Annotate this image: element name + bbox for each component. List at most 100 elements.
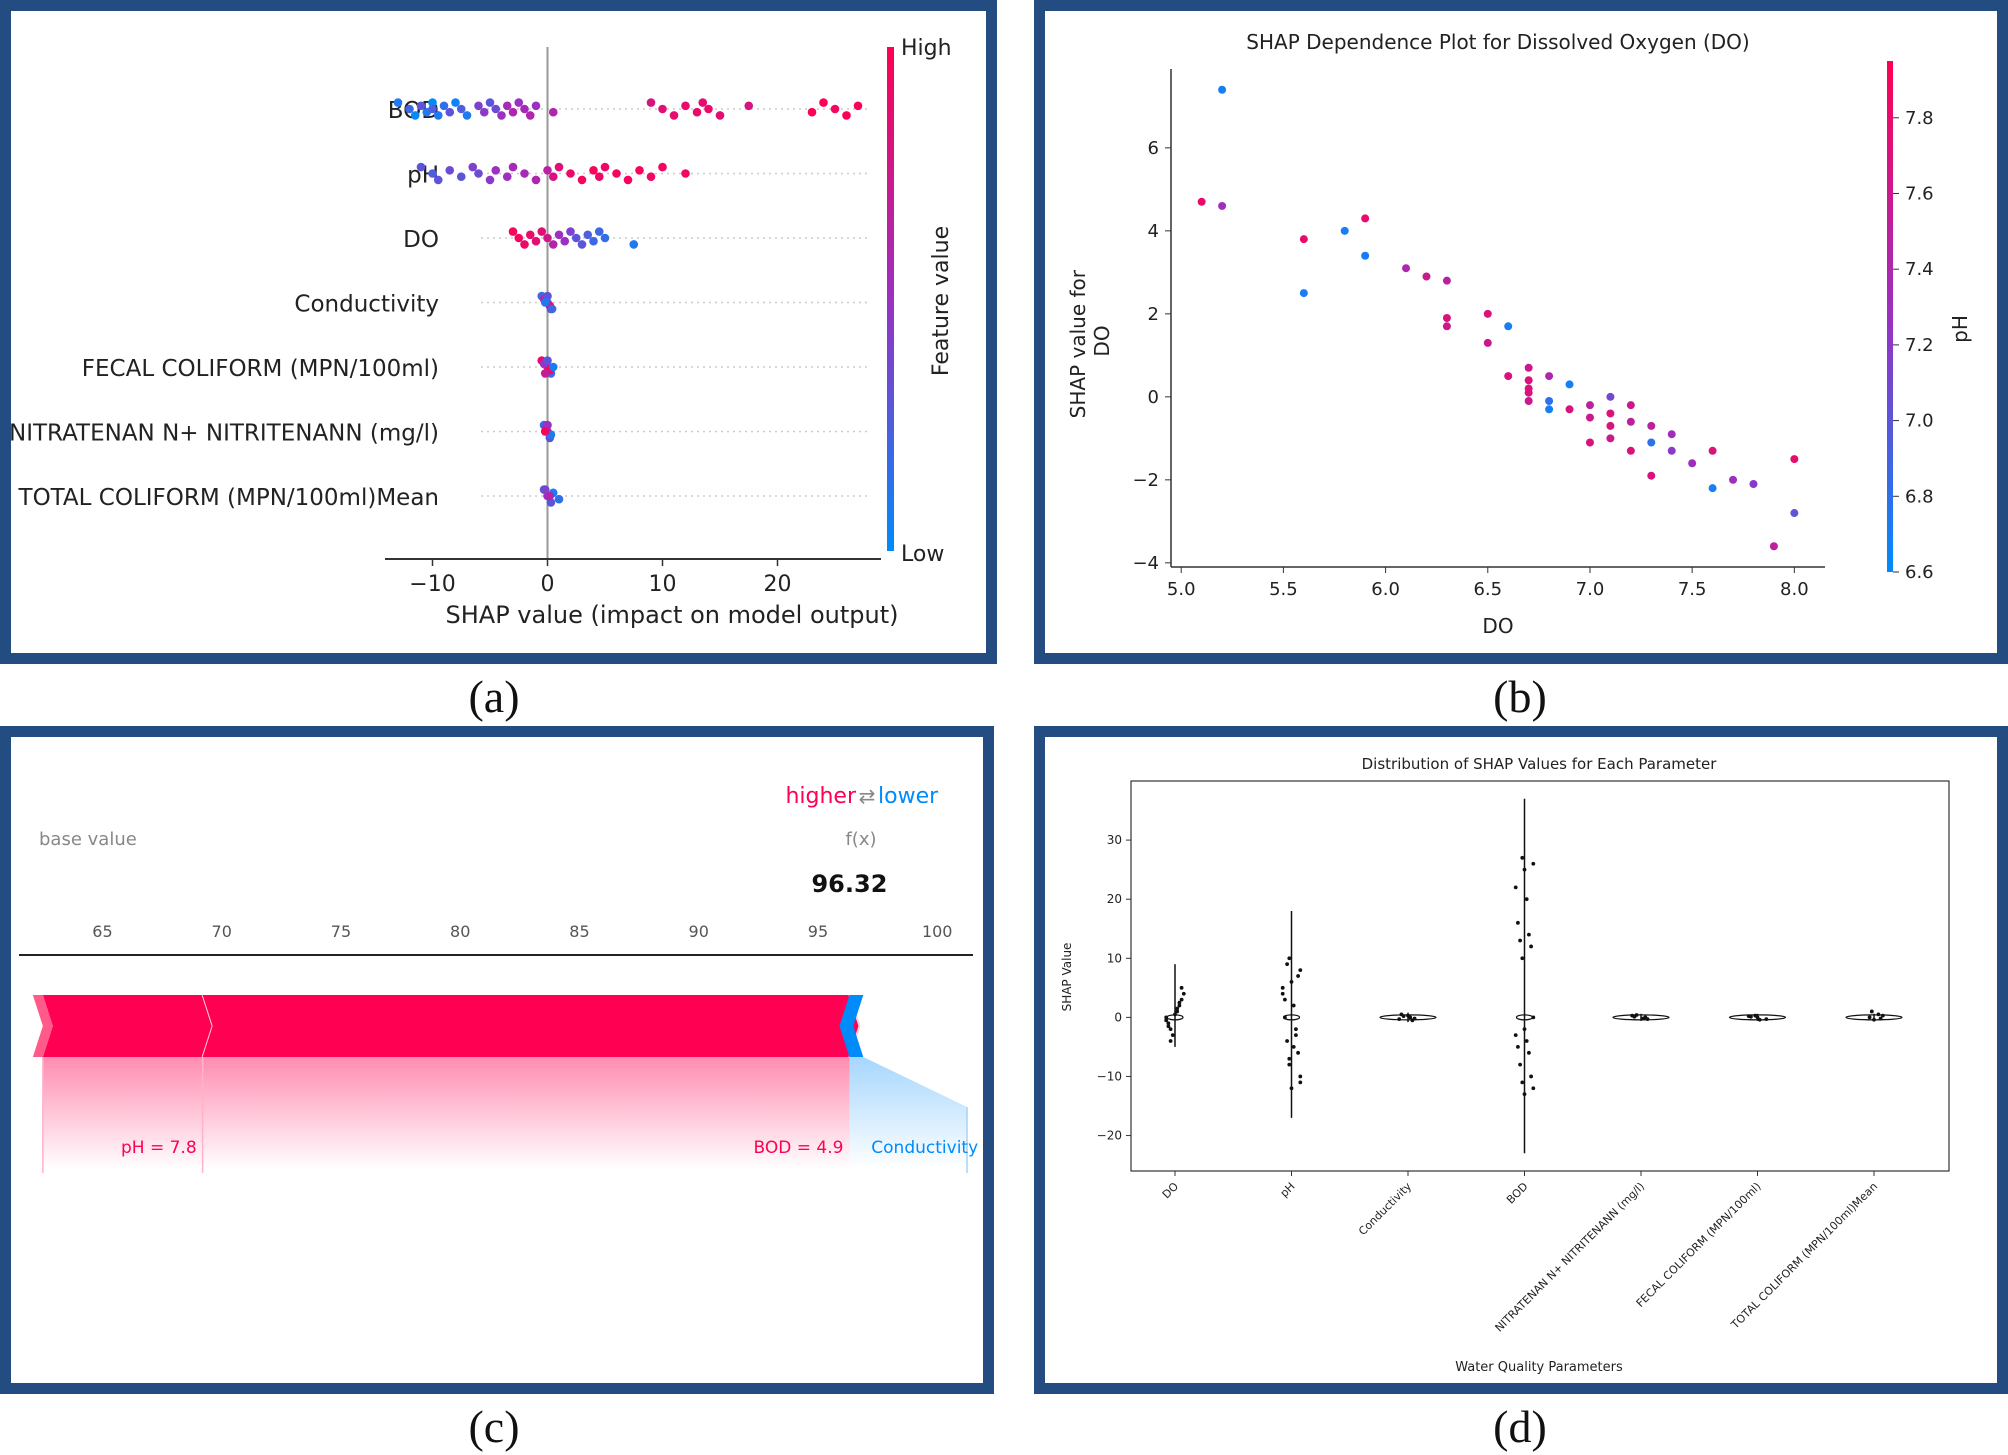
dependence-point [1422,272,1431,281]
distribution-point [1749,1014,1753,1019]
caption-d: (d) [1493,1401,1547,1452]
force-bar-higher [42,995,213,1057]
colorbar-title: Feature value [929,226,954,376]
shap-point [416,162,426,172]
shap-point [445,107,455,117]
x-tick-label: DO [1160,1180,1182,1202]
force-bar-shadow [42,1057,203,1169]
distribution-svg: Distribution of SHAP Values for Each Par… [1060,755,1950,1375]
shap-point [594,227,604,236]
shap-point [468,162,478,172]
x-tick-label: 6.5 [1473,579,1502,600]
shap-point [577,240,587,249]
dependence-point [1524,376,1533,385]
distribution-point [1516,920,1520,925]
shap-point [485,98,495,107]
dependence-point [1483,338,1492,347]
dependence-point [1218,201,1227,210]
distribution-point [1520,855,1525,860]
feature-contribution-label: BOD = 4.9 [754,1138,844,1158]
dependence-point [1504,372,1513,381]
distribution-point [1287,956,1292,961]
distribution-point [1408,1015,1413,1020]
panel-c-force-plot: higher ⇄ lower base value f(x) 96.32 65 7… [0,726,994,1394]
distribution-point [1294,1033,1298,1037]
x-tick-label: 95 [808,922,828,941]
x-tick-label: 7.0 [1576,579,1605,600]
shap-point [543,356,552,365]
shap-point [548,362,558,372]
dependence-point [1606,421,1615,430]
dependence-point [1626,446,1635,455]
x-tick-label: 0 [541,572,555,597]
y-tick-label: 6 [1148,138,1159,159]
distribution-point [1520,1080,1525,1085]
colorbar-tick-label: 7.4 [1905,259,1934,280]
shap-point [594,172,604,181]
distribution-point [1867,1015,1872,1020]
x-tick-label: BOD [1504,1180,1531,1207]
distribution-point [1412,1016,1417,1021]
fx-label: f(x) [845,829,876,850]
dependence-point [1442,322,1451,331]
x-tick-label: 5.0 [1167,579,1196,600]
y-tick-label: −2 [1132,470,1159,491]
shap-point [546,498,556,507]
distribution-point [1397,1017,1402,1022]
shap-point [548,107,558,117]
base-value-label: base value [39,829,137,850]
force-plot-svg: higher ⇄ lower base value f(x) 96.32 65 7… [19,784,983,1173]
shap-point [577,175,587,185]
x-axis-label: Water Quality Parameters [1455,1360,1623,1375]
x-tick-label: 90 [689,922,709,941]
shap-point [540,485,550,494]
distribution-point [1285,962,1289,967]
distribution-point [1175,1006,1180,1011]
distribution-point [1878,1016,1883,1021]
shap-point [462,111,472,120]
distribution-point [1283,1015,1287,1020]
y-tick-label: 10 [1107,951,1122,965]
distribution-point [1529,1074,1533,1079]
dependence-point [1442,276,1451,285]
shap-point [543,233,552,243]
dependence-point [1647,471,1656,480]
dependence-point [1218,85,1227,94]
shap-point [445,166,455,175]
higher-lower-legend: higher ⇄ lower [785,784,939,809]
shap-point [428,169,437,178]
dependence-point [1545,405,1554,414]
shap-point [491,104,501,114]
violin-body [1728,1014,1787,1021]
shap-point [508,107,518,117]
distribution-point [1298,1080,1303,1085]
shap-point [658,104,667,114]
distribution-point [1522,1092,1527,1097]
shap-point [540,369,550,378]
x-tick-label: 7.5 [1678,579,1707,600]
shap-point [589,166,598,175]
distribution-point [1527,1050,1531,1055]
shap-point [545,491,555,501]
dependence-svg: SHAP Dependence Plot for Dissolved Oxyge… [1066,30,1972,638]
dependence-point [1402,264,1411,273]
violin-body [1612,1014,1670,1021]
y-tick-label: 20 [1107,892,1122,906]
shap-point [646,98,656,107]
x-tick-label: −10 [409,572,455,597]
distribution-point [1513,1033,1518,1037]
shap-point [531,101,541,111]
distribution-point [1179,997,1184,1002]
distribution-point [1175,1009,1180,1014]
distribution-point [1296,974,1300,978]
feature-label: DO [403,227,439,253]
dependence-point [1626,417,1635,426]
dependence-point [1545,372,1554,381]
shap-point [600,162,610,172]
dependence-point [1361,214,1370,223]
colorbar-tick-label: 7.8 [1905,108,1934,129]
feature-label: FECAL COLIFORM (MPN/100ml) [82,356,439,382]
dependence-point [1585,401,1594,410]
shap-point [629,240,639,249]
shap-point [658,162,667,172]
